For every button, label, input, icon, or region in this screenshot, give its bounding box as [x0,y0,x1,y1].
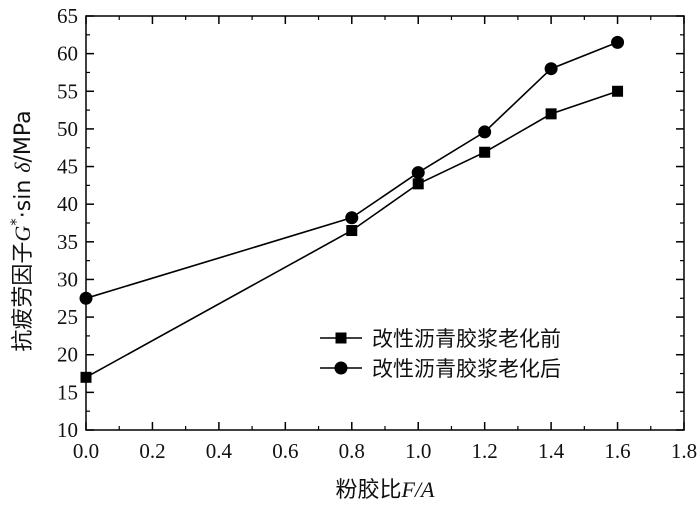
legend-marker-1 [335,332,347,344]
y-axis-title-g: G [10,226,35,242]
series-2-point [345,211,359,225]
series-2-point [611,35,625,49]
y-axis-title-mid: ·sin [11,173,36,219]
series-1-line [85,90,618,379]
legend-marker-2 [334,361,348,375]
y-axis-title-unit: /MPa [11,110,36,162]
series-2-point [79,291,93,305]
y-tick-label: 25 [57,305,78,329]
y-tick-label: 50 [57,117,78,141]
y-tick-label: 35 [57,230,78,254]
x-tick-label: 0.0 [73,439,99,463]
x-tick-label: 0.2 [139,439,165,463]
x-tick-label: 0.8 [339,439,365,463]
series-2-point [478,125,492,139]
series-2-line [85,41,618,300]
y-tick-label: 60 [57,42,78,66]
x-tick-label: 1.8 [671,439,697,463]
y-tick-label: 30 [57,267,78,291]
y-axis-title-star: * [7,218,25,226]
series-1-point [612,85,624,97]
x-tick-label: 1.4 [538,439,565,463]
series-1-point [545,108,557,120]
y-tick-label: 65 [57,4,78,28]
y-tick-label: 55 [57,79,78,103]
y-tick-label: 45 [57,155,78,179]
x-tick-label: 0.6 [272,439,298,463]
x-tick-label: 1.6 [604,439,630,463]
series-1-point [412,178,424,190]
x-tick-label: 0.4 [206,439,233,463]
x-axis-title: 粉胶比F/A [335,477,435,503]
series-layer [79,35,625,383]
x-tick-label: 1.2 [472,439,498,463]
series-2 [79,35,625,305]
y-tick-label: 10 [57,418,78,442]
y-axis-title-delta: δ [10,162,35,173]
ticks: 0.0 0.2 0.4 0.6 0.8 1.0 1.2 1.4 1.6 1.8 10 15 20 25 30… [57,4,697,463]
series-1-point [80,371,92,383]
y-axis-title-prefix: 抗疲劳因子 [11,242,36,352]
x-tick-label: 1.0 [405,439,431,463]
y-axis-title: 抗疲劳因子G*·sin δ/MPa [7,110,36,351]
series-1-point [479,146,491,158]
x-axis-title-prefix: 粉胶比 [335,478,401,503]
series-1 [80,85,624,383]
y-tick-label: 20 [57,343,78,367]
series-2-point [411,166,425,180]
y-tick-label: 15 [57,380,78,404]
legend-label-1: 改性沥青胶浆老化前 [372,327,561,351]
series-2-point [544,62,558,76]
x-axis-title-var: F/A [401,477,436,502]
series-1-point [346,225,358,237]
y-tick-label: 40 [57,192,78,216]
legend-label-2: 改性沥青胶浆老化后 [372,357,561,381]
